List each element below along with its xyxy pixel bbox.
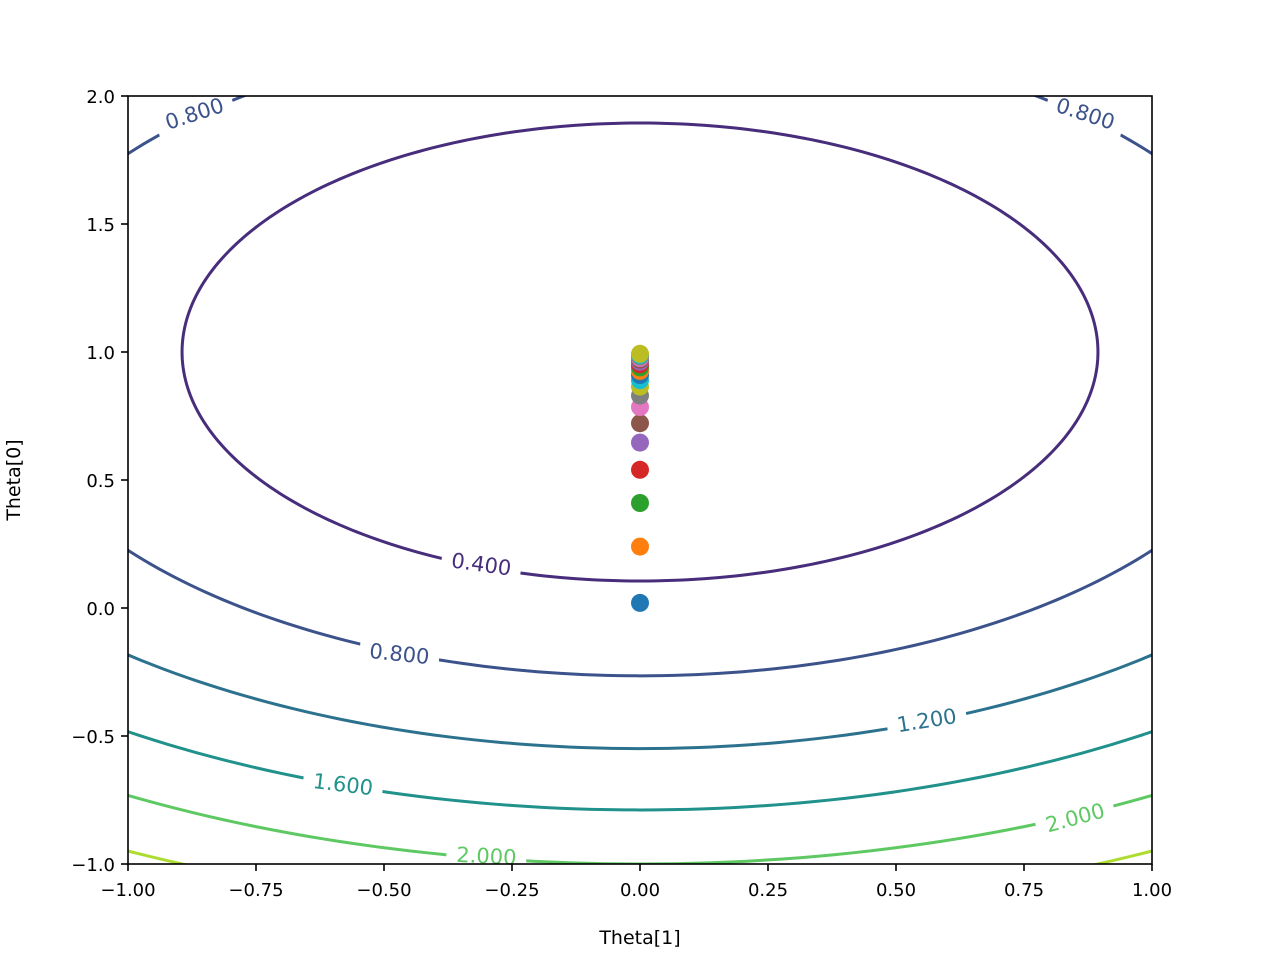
x-axis: −1.00 −0.75 −0.50 −0.25 0.00 0.25 0.50 0.75 1.00: [100, 864, 1172, 901]
descent-point-5: [631, 433, 649, 452]
y-tick-label: 1.0: [86, 343, 115, 364]
x-tick-label: 0.00: [620, 880, 660, 901]
x-tick-label: 0.50: [876, 880, 916, 901]
x-axis-label: Theta[1]: [598, 927, 680, 949]
contour-line-1: [180, 121, 1100, 583]
x-tick-label: 0.25: [748, 880, 788, 901]
y-tick-label: 2.0: [86, 87, 115, 108]
y-axis-label: Theta[0]: [3, 439, 25, 521]
y-tick-label: −1.0: [71, 855, 115, 876]
descent-point-4: [631, 460, 649, 479]
y-axis: −1.0 −0.5 0.0 0.5 1.0 1.5 2.0: [71, 87, 128, 876]
y-tick-label: 0.0: [86, 599, 115, 620]
y-tick-label: −0.5: [71, 727, 115, 748]
descent-point-3: [631, 494, 649, 512]
descent-point-20: [631, 344, 649, 363]
descent-point-2: [631, 537, 649, 556]
contour-label-text: 2.000: [456, 843, 517, 870]
y-tick-label: 0.5: [86, 471, 115, 492]
contour-label-8: 2.000: [445, 840, 528, 873]
contour-line-2: [128, 96, 1152, 678]
x-tick-label: 1.00: [1132, 880, 1172, 901]
contour-label-6: 1.600: [301, 765, 385, 804]
x-tick-label: −0.50: [356, 880, 411, 901]
contour-line-3: [128, 653, 1152, 751]
x-tick-label: −0.25: [484, 880, 539, 901]
x-tick-label: 0.75: [1004, 880, 1044, 901]
descent-points: [631, 344, 649, 612]
x-tick-label: −1.00: [100, 880, 155, 901]
y-tick-label: 1.5: [86, 215, 115, 236]
contour-label-3: 0.400: [439, 545, 523, 584]
x-tick-label: −0.75: [228, 880, 283, 901]
contour-label-4: 0.800: [358, 635, 441, 673]
contour-line-4: [128, 730, 1152, 812]
descent-point-1: [631, 593, 649, 612]
contour-lines: [128, 96, 1152, 864]
descent-point-6: [631, 414, 649, 433]
